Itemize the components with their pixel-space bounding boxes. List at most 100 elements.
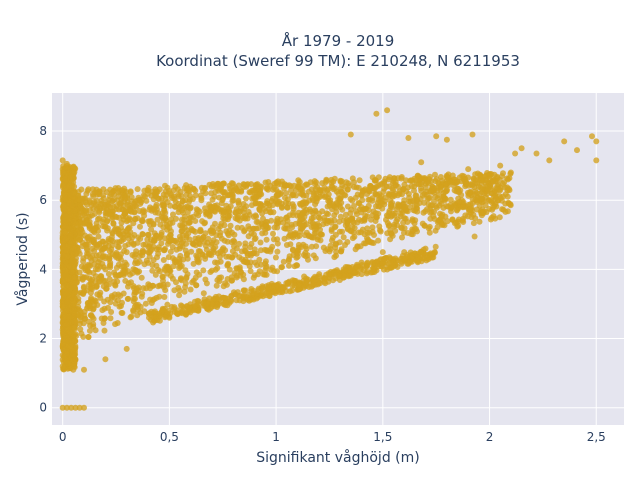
data-point: [220, 180, 227, 187]
data-point: [425, 195, 432, 202]
data-point: [223, 228, 230, 235]
data-point: [347, 210, 354, 217]
data-point: [401, 229, 407, 236]
data-point: [291, 282, 298, 289]
data-point: [347, 131, 354, 138]
data-point: [122, 277, 129, 284]
data-point: [114, 243, 121, 250]
data-point: [251, 236, 258, 243]
data-point: [333, 240, 339, 247]
data-point: [290, 212, 296, 219]
data-point: [132, 251, 139, 258]
data-point: [240, 287, 247, 294]
data-point: [240, 201, 247, 207]
data-point: [496, 214, 503, 221]
x-tick-label: 0,5: [160, 430, 179, 444]
data-point: [81, 288, 88, 295]
data-point: [434, 195, 441, 202]
data-point: [478, 186, 485, 192]
data-point: [70, 366, 77, 373]
data-point: [290, 203, 297, 210]
data-point: [61, 176, 68, 183]
data-point: [71, 274, 78, 281]
data-point: [253, 213, 260, 220]
data-point: [228, 274, 235, 281]
data-point: [219, 195, 226, 202]
data-point: [467, 205, 474, 212]
data-point: [401, 197, 408, 204]
data-point: [401, 215, 408, 221]
data-point: [287, 288, 293, 295]
data-point: [179, 303, 186, 310]
data-point: [390, 259, 397, 266]
data-point: [278, 264, 285, 271]
data-point: [136, 258, 143, 265]
data-point: [469, 131, 476, 138]
data-point: [310, 252, 317, 259]
data-point: [60, 202, 67, 209]
data-point: [324, 203, 331, 210]
data-point: [162, 215, 169, 222]
data-point: [336, 196, 343, 203]
data-point: [321, 187, 327, 194]
x-tick-label: 0: [59, 430, 67, 444]
data-point: [358, 192, 365, 199]
data-point: [63, 321, 70, 328]
data-point: [283, 242, 290, 248]
data-point: [286, 232, 293, 239]
data-point: [101, 298, 108, 305]
data-point: [113, 264, 120, 271]
data-point: [263, 185, 270, 192]
data-point: [250, 274, 257, 281]
data-point: [166, 314, 173, 321]
data-point: [108, 246, 115, 253]
data-point: [96, 215, 103, 222]
x-tick-label: 1: [272, 430, 280, 444]
data-point: [64, 326, 71, 333]
data-point: [218, 274, 225, 281]
data-point: [488, 197, 495, 204]
data-point: [300, 241, 307, 248]
data-point: [447, 196, 454, 203]
data-point: [427, 205, 434, 212]
data-point: [107, 315, 114, 322]
data-point: [64, 299, 71, 305]
data-point: [141, 261, 148, 268]
data-point: [235, 199, 242, 206]
data-point: [217, 248, 224, 255]
data-point: [215, 205, 222, 212]
data-point: [331, 185, 338, 192]
data-point: [251, 231, 257, 238]
data-point: [469, 200, 476, 207]
data-point: [127, 188, 134, 195]
data-point: [368, 216, 374, 223]
data-point: [212, 244, 219, 250]
data-point: [117, 201, 124, 208]
data-point: [386, 190, 392, 197]
data-point: [79, 212, 86, 219]
data-point: [167, 235, 174, 242]
data-point: [313, 190, 320, 197]
data-point: [87, 289, 94, 296]
data-point: [375, 210, 382, 217]
data-point: [151, 230, 158, 237]
data-point: [131, 291, 138, 298]
data-point: [303, 245, 310, 252]
data-point: [112, 321, 119, 328]
data-point: [229, 229, 235, 236]
data-point: [90, 228, 97, 235]
data-point: [70, 301, 77, 307]
data-point: [402, 207, 409, 213]
data-point: [448, 204, 455, 211]
data-point: [296, 218, 303, 225]
data-point: [135, 194, 142, 201]
data-point: [400, 185, 407, 192]
data-point: [236, 240, 243, 247]
data-point: [304, 181, 311, 188]
data-point: [224, 261, 231, 268]
data-point: [164, 301, 171, 308]
data-point: [230, 197, 237, 204]
data-point: [243, 195, 249, 202]
data-point: [97, 273, 104, 280]
